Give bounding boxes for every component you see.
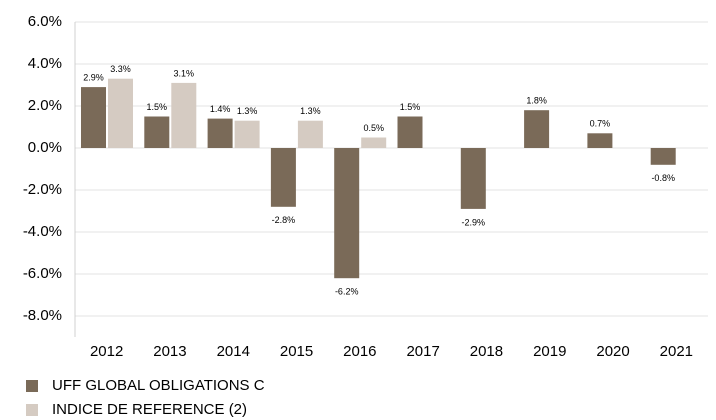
y-tick-label: -4.0%: [23, 223, 62, 240]
x-tick-label: 2019: [533, 343, 566, 360]
data-label: 1.3%: [300, 106, 321, 116]
data-label: 0.7%: [590, 119, 611, 129]
y-tick-label: 6.0%: [28, 13, 62, 30]
legend-swatch: [26, 380, 38, 392]
bar: [297, 120, 323, 148]
data-label: 1.4%: [210, 104, 231, 114]
data-label: 3.1%: [174, 68, 195, 78]
bar: [524, 110, 550, 148]
bar: [397, 116, 423, 148]
data-label: 0.5%: [363, 123, 384, 133]
bar: [108, 78, 133, 148]
data-label: -6.2%: [335, 287, 359, 297]
x-tick-label: 2012: [90, 343, 123, 360]
x-tick-label: 2018: [470, 343, 503, 360]
x-tick-label: 2013: [153, 343, 186, 360]
data-label: -2.9%: [462, 217, 486, 227]
data-label: 2.9%: [83, 72, 104, 82]
bar: [270, 148, 296, 207]
x-tick-label: 2016: [343, 343, 376, 360]
data-label: 1.5%: [400, 102, 421, 112]
x-tick-label: 2017: [406, 343, 439, 360]
x-tick-label: 2015: [280, 343, 313, 360]
data-label: 1.5%: [147, 102, 168, 112]
y-tick-label: 0.0%: [28, 139, 62, 156]
bar: [650, 148, 676, 165]
y-tick-label: -6.0%: [23, 265, 62, 282]
bar: [460, 148, 486, 209]
data-label: 3.3%: [110, 64, 131, 74]
x-tick-label: 2014: [217, 343, 250, 360]
y-tick-label: 4.0%: [28, 55, 62, 72]
bar: [81, 87, 106, 148]
data-label: 1.3%: [237, 106, 258, 116]
x-tick-label: 2020: [596, 343, 629, 360]
bar: [361, 137, 387, 148]
x-tick-label: 2021: [660, 343, 693, 360]
bar: [171, 82, 197, 148]
bar: [334, 148, 360, 279]
data-label: 1.8%: [526, 96, 547, 106]
data-label: -2.8%: [272, 215, 296, 225]
bar: [587, 133, 613, 148]
legend-label: UFF GLOBAL OBLIGATIONS C: [52, 377, 265, 394]
legend-label: INDICE DE REFERENCE (2): [52, 401, 247, 418]
y-tick-label: -2.0%: [23, 181, 62, 198]
bar: [234, 120, 260, 148]
y-tick-label: 2.0%: [28, 97, 62, 114]
bar: [207, 118, 233, 148]
bar: [144, 116, 170, 148]
legend-swatch: [26, 404, 38, 416]
y-tick-label: -8.0%: [23, 307, 62, 324]
data-label: -0.8%: [651, 173, 675, 183]
